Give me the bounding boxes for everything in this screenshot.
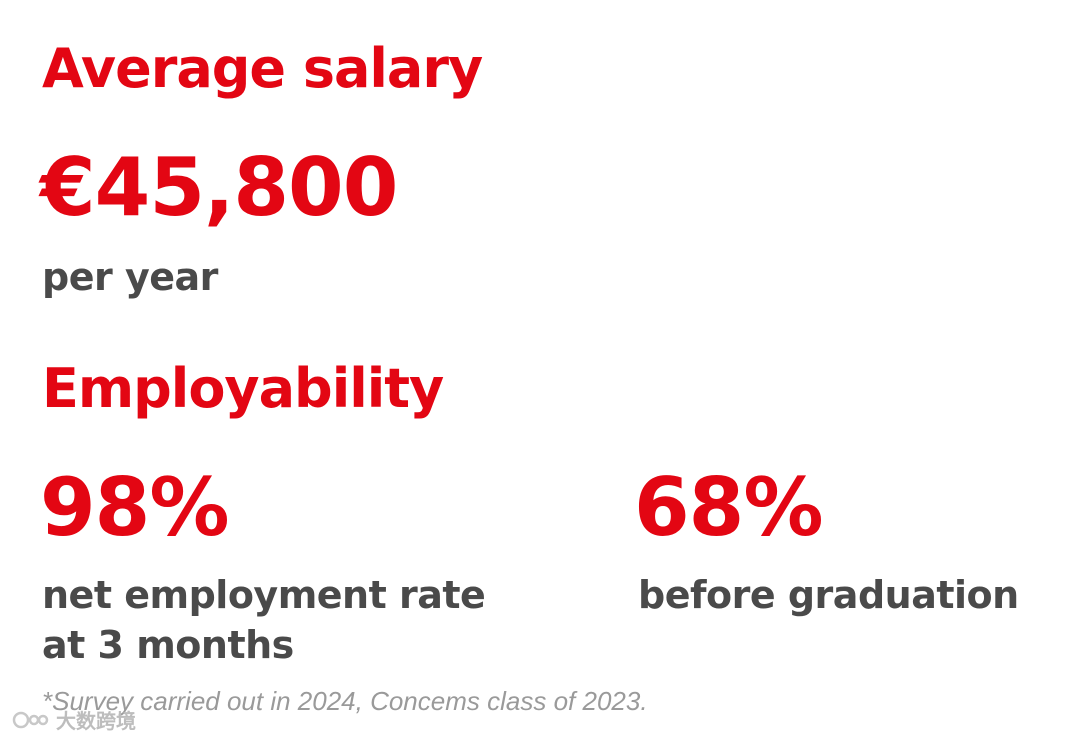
watermark-logo-icon [10,709,50,731]
watermark: 大数跨境 [10,705,136,734]
employment-rate-caption: net employment rate at 3 months [42,570,562,670]
salary-unit-label: per year [42,255,218,299]
employment-rate-value: 98% [40,461,229,554]
pre-graduation-rate-caption: before graduation [638,573,1019,617]
survey-footnote: *Survey carried out in 2024, Concems cla… [42,686,648,716]
salary-value: €45,800 [40,141,398,234]
pre-graduation-rate-value: 68% [634,461,823,554]
watermark-text: 大数跨境 [56,709,136,733]
employment-rate-caption-line1: net employment rate [42,573,486,617]
employability-section-title: Employability [42,357,444,420]
salary-section-title: Average salary [42,37,483,100]
employment-rate-caption-line2: at 3 months [42,623,294,667]
